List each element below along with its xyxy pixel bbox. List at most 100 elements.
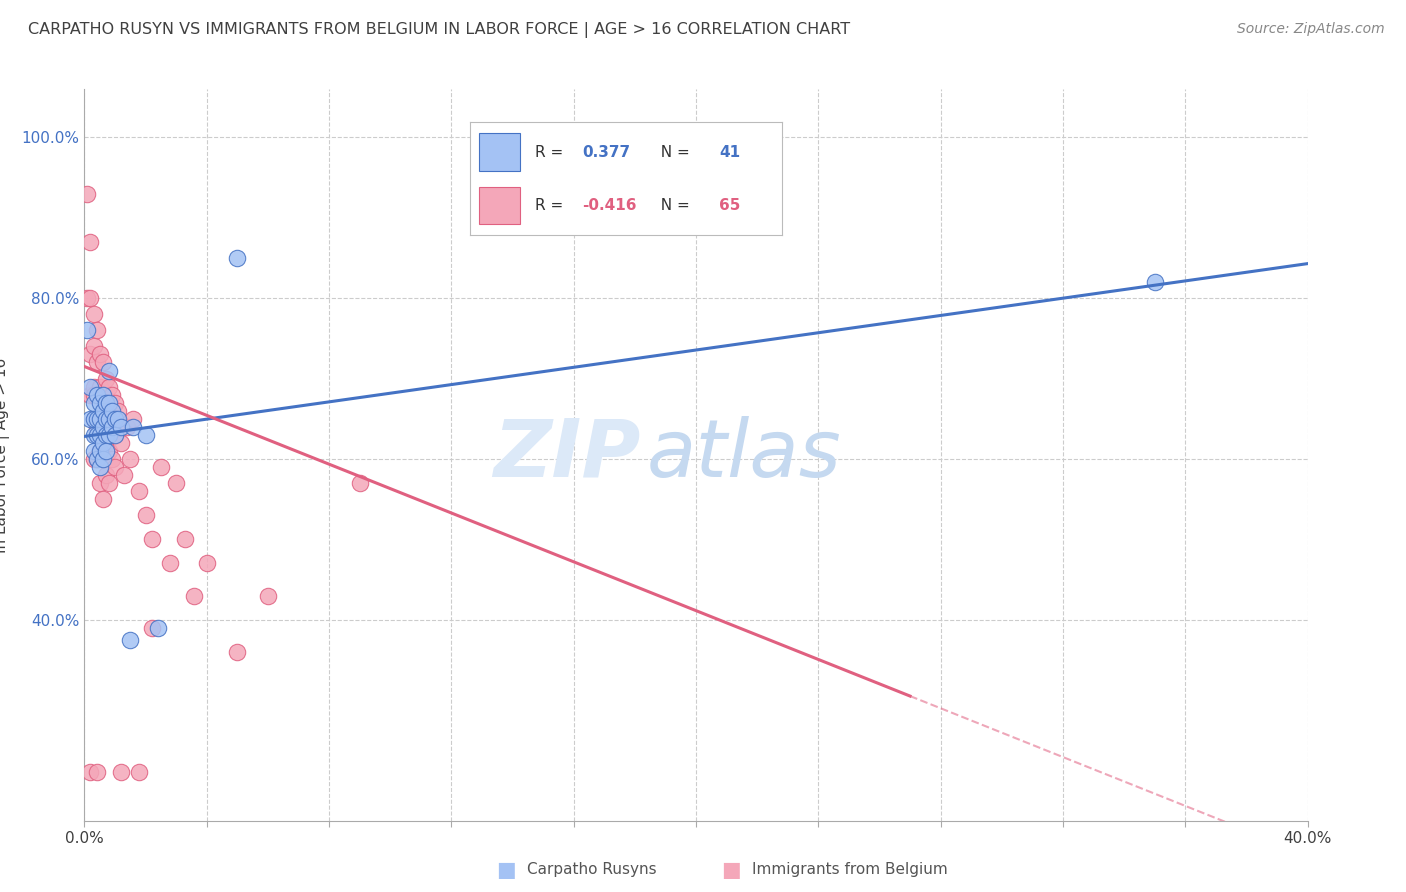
Point bbox=[183, 589, 205, 603]
Point bbox=[86, 387, 108, 401]
Point bbox=[120, 632, 142, 647]
Point bbox=[101, 403, 124, 417]
Point bbox=[89, 347, 111, 361]
Point bbox=[79, 235, 101, 249]
Point bbox=[89, 443, 111, 458]
Point bbox=[83, 411, 105, 425]
Text: Carpatho Rusyns: Carpatho Rusyns bbox=[527, 863, 657, 877]
Point bbox=[91, 435, 114, 450]
Point bbox=[101, 419, 124, 434]
Point bbox=[174, 533, 197, 547]
Y-axis label: In Labor Force | Age > 16: In Labor Force | Age > 16 bbox=[0, 358, 10, 552]
Point bbox=[257, 589, 280, 603]
Text: Source: ZipAtlas.com: Source: ZipAtlas.com bbox=[1237, 22, 1385, 37]
Point bbox=[104, 411, 127, 425]
Point bbox=[149, 460, 172, 475]
Point bbox=[110, 435, 132, 450]
Point bbox=[76, 186, 98, 201]
Point bbox=[83, 307, 105, 321]
Text: ZIP: ZIP bbox=[494, 416, 641, 494]
Text: ■: ■ bbox=[721, 860, 741, 880]
Point bbox=[135, 427, 157, 442]
Point bbox=[97, 476, 120, 491]
Point bbox=[226, 645, 249, 659]
Point bbox=[128, 484, 150, 499]
Point bbox=[76, 291, 98, 305]
Point bbox=[115, 419, 138, 434]
Point bbox=[89, 476, 111, 491]
Point bbox=[110, 419, 132, 434]
Point bbox=[83, 387, 105, 401]
Point bbox=[112, 468, 135, 483]
Point bbox=[94, 403, 117, 417]
Point bbox=[141, 533, 163, 547]
Point bbox=[110, 765, 132, 780]
Point bbox=[104, 427, 127, 442]
Point bbox=[122, 411, 145, 425]
Point bbox=[91, 492, 114, 507]
Point bbox=[165, 476, 187, 491]
Point bbox=[86, 452, 108, 467]
Point bbox=[94, 468, 117, 483]
Point bbox=[97, 395, 120, 409]
Point bbox=[349, 476, 371, 491]
Point bbox=[135, 508, 157, 523]
Point bbox=[1143, 275, 1166, 289]
Point bbox=[94, 435, 117, 450]
Point bbox=[79, 291, 101, 305]
Point bbox=[83, 411, 105, 425]
Point bbox=[120, 452, 142, 467]
Point bbox=[89, 411, 111, 425]
Point bbox=[83, 339, 105, 353]
Point bbox=[86, 323, 108, 337]
Point bbox=[146, 621, 169, 635]
Point bbox=[122, 419, 145, 434]
Point bbox=[83, 452, 105, 467]
Point bbox=[79, 387, 101, 401]
Point bbox=[97, 411, 120, 425]
Point bbox=[94, 371, 117, 385]
Text: ■: ■ bbox=[496, 860, 516, 880]
Point bbox=[86, 411, 108, 425]
Point bbox=[91, 403, 114, 417]
Point bbox=[107, 403, 129, 417]
Point bbox=[91, 452, 114, 467]
Point bbox=[91, 452, 114, 467]
Text: CARPATHO RUSYN VS IMMIGRANTS FROM BELGIUM IN LABOR FORCE | AGE > 16 CORRELATION : CARPATHO RUSYN VS IMMIGRANTS FROM BELGIU… bbox=[28, 22, 851, 38]
Point bbox=[97, 411, 120, 425]
Point bbox=[91, 387, 114, 401]
Point bbox=[97, 443, 120, 458]
Point bbox=[91, 387, 114, 401]
Text: atlas: atlas bbox=[647, 416, 842, 494]
Point bbox=[94, 411, 117, 425]
Point bbox=[101, 387, 124, 401]
Point bbox=[94, 395, 117, 409]
Point bbox=[83, 379, 105, 393]
Point bbox=[86, 419, 108, 434]
Point bbox=[83, 395, 105, 409]
Point bbox=[128, 765, 150, 780]
Point bbox=[226, 251, 249, 265]
Point bbox=[101, 452, 124, 467]
Point bbox=[86, 765, 108, 780]
Point bbox=[76, 323, 98, 337]
Point bbox=[104, 395, 127, 409]
Point bbox=[86, 387, 108, 401]
Point bbox=[79, 765, 101, 780]
Point bbox=[89, 427, 111, 442]
Point bbox=[91, 419, 114, 434]
Point bbox=[104, 427, 127, 442]
Point bbox=[101, 419, 124, 434]
Point bbox=[86, 355, 108, 369]
Point bbox=[79, 347, 101, 361]
Point bbox=[94, 427, 117, 442]
Point bbox=[91, 355, 114, 369]
Point bbox=[104, 460, 127, 475]
Point bbox=[83, 427, 105, 442]
Point bbox=[91, 427, 114, 442]
Point bbox=[97, 427, 120, 442]
Point bbox=[89, 395, 111, 409]
Point bbox=[195, 557, 218, 571]
Point bbox=[89, 411, 111, 425]
Point bbox=[94, 443, 117, 458]
